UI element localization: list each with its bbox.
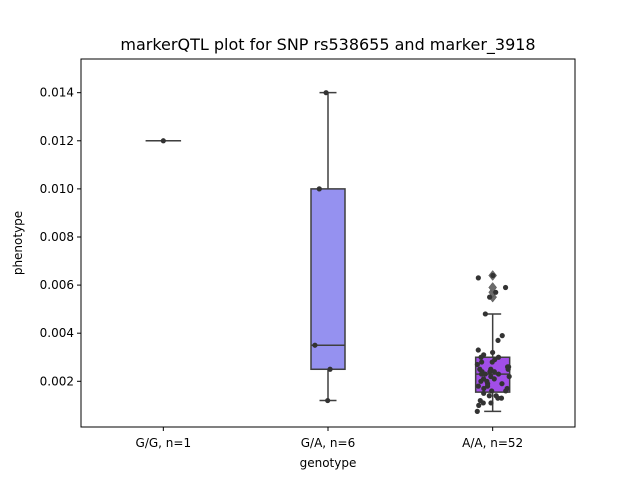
data-point <box>312 342 318 348</box>
data-point <box>505 366 511 372</box>
y-tick-label: 0.012 <box>40 134 74 148</box>
data-point <box>484 383 491 389</box>
data-point <box>479 359 485 365</box>
data-point <box>474 361 480 368</box>
data-point <box>480 400 486 406</box>
data-point <box>478 354 484 360</box>
plot-area <box>145 90 512 414</box>
data-point <box>327 366 333 372</box>
strip-group <box>474 272 512 414</box>
strip-group <box>160 138 166 144</box>
data-point <box>503 388 509 394</box>
data-point <box>491 376 497 382</box>
chart-title: markerQTL plot for SNP rs538655 and mark… <box>120 35 535 55</box>
data-point <box>476 402 482 408</box>
data-point <box>478 378 484 384</box>
data-point <box>495 371 502 377</box>
strip-group <box>312 90 333 404</box>
y-tick-label: 0.004 <box>40 326 74 340</box>
data-point <box>495 395 501 401</box>
x-tick-label: G/A, n=6 <box>301 436 355 450</box>
box-group <box>310 91 346 402</box>
data-point <box>498 395 505 401</box>
data-point <box>325 397 331 404</box>
data-point <box>495 337 501 344</box>
data-point <box>316 186 322 192</box>
data-point <box>493 289 499 295</box>
y-tick-label: 0.006 <box>40 278 74 292</box>
y-tick-label: 0.014 <box>40 86 74 100</box>
data-point <box>486 393 492 399</box>
x-tick-label: A/A, n=52 <box>462 436 523 450</box>
data-point <box>502 284 509 291</box>
data-point <box>487 369 493 375</box>
data-point <box>489 359 495 365</box>
data-point <box>506 373 512 380</box>
data-point <box>499 381 505 387</box>
x-axis: G/G, n=1 G/A, n=6 A/A, n=52 <box>136 427 523 450</box>
data-point <box>323 90 329 96</box>
x-tick-label: G/G, n=1 <box>136 436 192 450</box>
data-point <box>160 138 166 144</box>
y-tick-label: 0.008 <box>40 230 74 244</box>
data-point <box>488 400 494 406</box>
data-point <box>475 275 481 281</box>
data-point <box>495 354 502 360</box>
y-tick-label: 0.010 <box>40 182 74 196</box>
data-point <box>482 371 488 377</box>
data-point <box>482 311 488 317</box>
box-iqr <box>310 188 346 371</box>
x-axis-label: genotype <box>300 456 357 470</box>
data-point <box>499 333 505 339</box>
data-point <box>490 349 496 356</box>
data-point <box>490 272 496 279</box>
y-axis-label: phenotype <box>11 211 25 275</box>
data-point <box>481 385 487 392</box>
y-axis: 0.002 0.004 0.006 0.008 0.010 0.012 0.014 <box>40 86 81 388</box>
data-point <box>474 408 480 414</box>
y-tick-label: 0.002 <box>40 374 74 388</box>
data-point <box>487 294 493 300</box>
data-point <box>478 371 485 377</box>
data-point <box>489 388 495 394</box>
data-point <box>475 383 481 389</box>
data-point <box>491 369 497 375</box>
data-point <box>475 347 481 353</box>
data-point <box>481 390 487 396</box>
